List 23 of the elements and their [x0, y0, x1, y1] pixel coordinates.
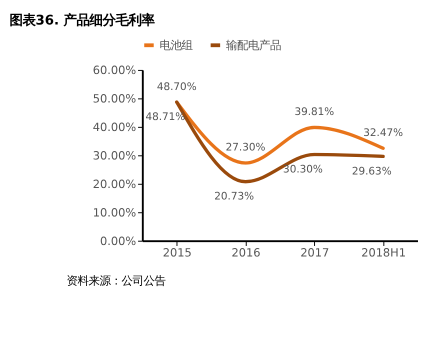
data-label: 29.63% [352, 165, 392, 178]
legend-label: 电池组 [159, 38, 192, 52]
x-tick-label: 2016 [232, 245, 260, 260]
y-tick-label: 20.00% [92, 177, 136, 192]
x-tick-label: 2015 [162, 245, 192, 260]
y-tick-label: 60.00% [92, 63, 136, 78]
y-tick-label: 40.00% [92, 120, 136, 134]
data-label: 20.73% [214, 190, 254, 203]
y-tick-label: 10.00% [92, 206, 136, 220]
data-label: 30.30% [283, 164, 323, 176]
legend-label: 输配电产品 [226, 38, 281, 52]
data-label: 48.70% [156, 80, 197, 93]
text: 资料来源：公司公告 [66, 273, 166, 288]
y-tick-label: 50.00% [92, 92, 136, 106]
data-label: 48.71% [145, 111, 186, 124]
chart-title: 图表36. 产品细分毛利率 [9, 12, 155, 28]
x-tick-label: 2017 [300, 245, 330, 260]
x-tick-label: 2018H1 [361, 245, 406, 260]
y-tick-label: 0.00% [100, 234, 136, 248]
data-label: 27.30% [226, 142, 266, 154]
y-tick-label: 30.00% [92, 148, 136, 163]
data-label: 32.47% [363, 126, 404, 139]
data-label: 39.81% [294, 106, 334, 118]
